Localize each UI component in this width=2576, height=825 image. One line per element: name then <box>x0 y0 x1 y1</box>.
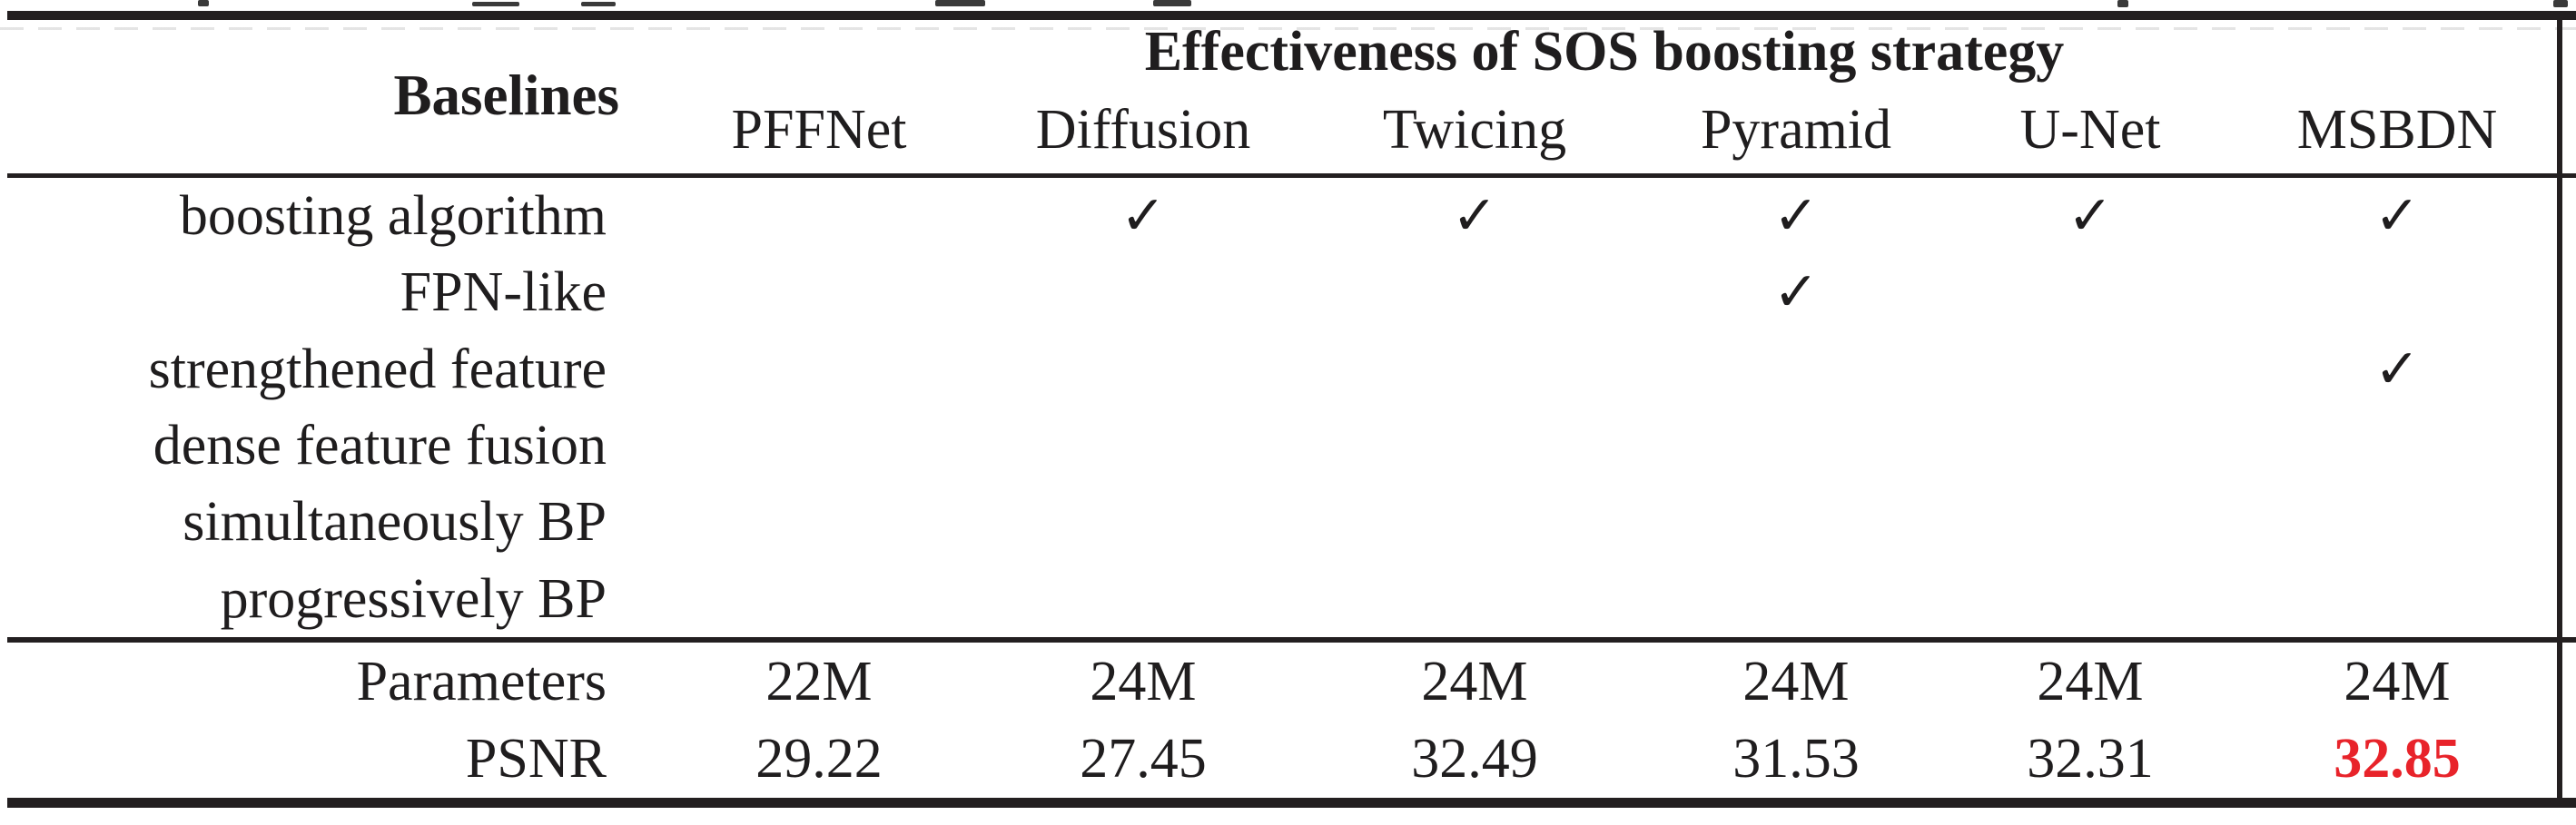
psnr-value: 27.45 <box>1080 728 1207 791</box>
feature-row-label: boosting algorithm <box>179 185 607 248</box>
row-header-title: Baselines <box>393 64 619 127</box>
column-header-twicing: Twicing <box>1382 99 1567 161</box>
table-row: progressively BP <box>0 561 2557 637</box>
metric-rows: Parameters 22M 24M 24M 24M 24M 24M PSNR … <box>0 643 2557 798</box>
compression-artifact-line <box>0 27 2576 30</box>
column-header-msbdn: MSBDN <box>2296 99 2498 161</box>
cropped-text-fragment <box>2553 0 2568 7</box>
check-icon: ✓ <box>2067 184 2114 249</box>
psnr-value: 31.53 <box>1732 728 1860 791</box>
feature-rows: boosting algorithm ✓ ✓ ✓ ✓ ✓ FPN-like ✓ … <box>0 178 2557 637</box>
parameters-value: 24M <box>1090 650 1197 712</box>
table-row: FPN-like ✓ <box>0 254 2557 330</box>
cropped-text-fragment <box>581 2 616 6</box>
feature-row-label: progressively BP <box>220 567 607 630</box>
column-header-row: PFFNet Diffusion Twicing Pyramid U-Net M… <box>0 94 2557 165</box>
table-bottom-rule <box>7 798 2576 808</box>
column-header-pffnet: PFFNet <box>731 99 907 161</box>
cropped-text-fragment <box>472 2 519 6</box>
table-row: strengthened feature ✓ <box>0 331 2557 408</box>
parameters-value: 24M <box>2344 650 2451 712</box>
table-group-header: Effectiveness of SOS boosting strategy <box>1144 21 2065 83</box>
table-header-rule <box>7 173 2576 178</box>
feature-row-label: simultaneously BP <box>183 491 607 554</box>
check-icon: ✓ <box>2374 337 2421 401</box>
check-icon: ✓ <box>1451 184 1498 249</box>
feature-row-label: dense feature fusion <box>153 415 607 477</box>
check-icon: ✓ <box>1772 260 1820 325</box>
feature-row-label: FPN-like <box>400 261 607 324</box>
check-icon: ✓ <box>2374 184 2421 249</box>
check-icon: ✓ <box>1120 184 1167 249</box>
table-row: Parameters 22M 24M 24M 24M 24M 24M <box>0 643 2557 721</box>
cropped-text-fragment <box>2117 0 2128 7</box>
metric-row-label: Parameters <box>356 650 607 712</box>
column-header-diffusion: Diffusion <box>1035 99 1251 161</box>
parameters-value: 24M <box>1421 650 1528 712</box>
cropped-text-fragment <box>198 0 209 6</box>
table-row: dense feature fusion <box>0 408 2557 484</box>
parameters-value: 22M <box>765 650 873 712</box>
psnr-value: 32.31 <box>2027 728 2154 791</box>
psnr-value: 32.49 <box>1411 728 1538 791</box>
table-row: boosting algorithm ✓ ✓ ✓ ✓ ✓ <box>0 178 2557 254</box>
feature-row-label: strengthened feature <box>148 338 607 400</box>
check-icon: ✓ <box>1772 184 1820 249</box>
cropped-text-fragment <box>1153 0 1191 6</box>
cropped-text-fragment <box>935 0 985 6</box>
table-row: PSNR 29.22 27.45 32.49 31.53 32.31 32.85 <box>0 721 2557 799</box>
parameters-value: 24M <box>2037 650 2144 712</box>
table-row: simultaneously BP <box>0 484 2557 560</box>
metric-row-label: PSNR <box>465 728 607 791</box>
psnr-value: 29.22 <box>755 728 883 791</box>
table-mid-rule <box>7 637 2576 643</box>
psnr-best-value: 32.85 <box>2334 728 2461 791</box>
column-header-pyramid: Pyramid <box>1700 99 1892 161</box>
column-header-unet: U-Net <box>2019 99 2161 161</box>
table-right-column-separator <box>2557 20 2562 798</box>
table-top-rule <box>7 11 2576 20</box>
parameters-value: 24M <box>1742 650 1850 712</box>
